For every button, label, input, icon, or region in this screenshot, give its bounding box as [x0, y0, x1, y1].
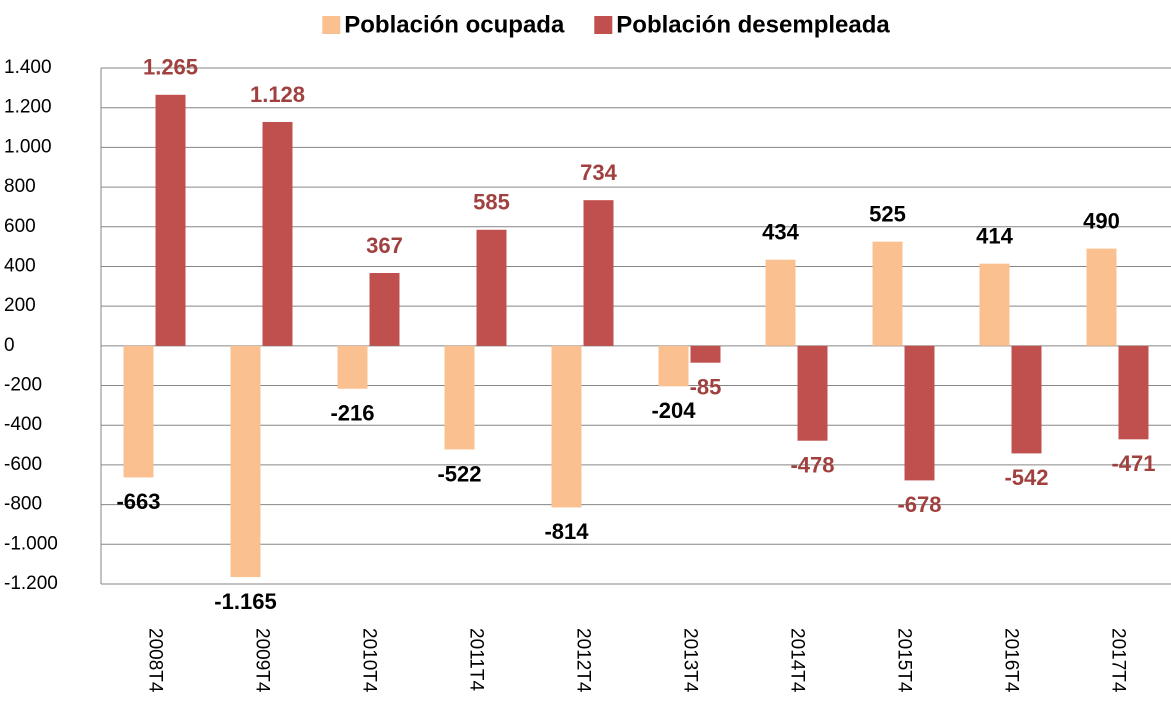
bar — [155, 94, 186, 346]
y-tick-label: 1.400 — [4, 57, 52, 78]
x-tick-label: 2010T4 — [358, 628, 379, 693]
data-label: -678 — [897, 492, 941, 517]
data-label: 414 — [976, 223, 1013, 248]
x-tick-label: 2009T4 — [251, 628, 272, 693]
bar — [123, 345, 154, 478]
bar — [337, 345, 368, 389]
bar — [872, 241, 903, 346]
data-label: -522 — [437, 461, 481, 486]
bar — [658, 345, 689, 387]
bar — [1086, 248, 1117, 346]
data-label: -471 — [1111, 451, 1155, 476]
y-tick-label: -600 — [4, 454, 42, 475]
x-tick-label: 2008T4 — [144, 628, 165, 693]
bar — [444, 345, 475, 450]
x-tick-label: 2015T4 — [893, 628, 914, 693]
bar — [797, 345, 828, 441]
data-label: 1.265 — [143, 55, 198, 80]
data-label: -542 — [1004, 465, 1048, 490]
data-label: -204 — [651, 398, 696, 423]
x-tick-label: 2013T4 — [679, 628, 700, 693]
bar — [1118, 345, 1149, 440]
data-label: -478 — [790, 453, 834, 478]
x-tick-label: 2012T4 — [572, 628, 593, 693]
y-tick-label: -1.000 — [4, 533, 58, 554]
data-label: 434 — [762, 220, 799, 245]
data-label: 490 — [1083, 208, 1120, 233]
data-label: -814 — [544, 519, 589, 544]
data-label: 525 — [869, 201, 906, 226]
y-tick-label: 200 — [4, 295, 36, 316]
data-label: 1.128 — [250, 82, 305, 107]
y-tick-label: 1.000 — [4, 136, 52, 157]
data-label: -85 — [690, 375, 722, 400]
bar — [979, 263, 1010, 346]
bar — [904, 345, 935, 481]
legend-swatch — [322, 16, 341, 34]
y-tick-label: 600 — [4, 216, 36, 237]
x-tick-label: 2017T4 — [1107, 628, 1128, 693]
bar — [1011, 345, 1042, 454]
data-label: -1.165 — [214, 589, 276, 614]
data-label: -216 — [330, 401, 374, 426]
x-tick-label: 2011T4 — [465, 628, 486, 691]
data-label: -663 — [116, 489, 160, 514]
y-tick-label: 0 — [4, 335, 15, 356]
y-tick-label: 1.200 — [4, 97, 52, 118]
y-tick-label: -800 — [4, 494, 42, 515]
bar — [690, 345, 721, 363]
legend-swatch — [594, 16, 613, 34]
data-label: 585 — [473, 190, 510, 215]
y-tick-label: 400 — [4, 255, 36, 276]
bar — [369, 273, 400, 346]
y-tick-label: 800 — [4, 176, 36, 197]
bar — [476, 229, 507, 346]
bar — [262, 121, 293, 346]
y-tick-label: -400 — [4, 414, 42, 435]
bar — [583, 200, 614, 346]
legend-label: Población desempleada — [616, 11, 890, 38]
y-tick-label: -1.200 — [4, 573, 58, 594]
legend-label: Población ocupada — [344, 11, 565, 38]
x-tick-label: 2016T4 — [1000, 628, 1021, 693]
bar — [230, 345, 261, 578]
data-label: 734 — [580, 160, 617, 185]
bar — [765, 259, 796, 346]
y-tick-label: -200 — [4, 375, 42, 396]
data-label: 367 — [366, 233, 403, 258]
bar — [551, 345, 582, 508]
x-tick-label: 2014T4 — [786, 628, 807, 693]
